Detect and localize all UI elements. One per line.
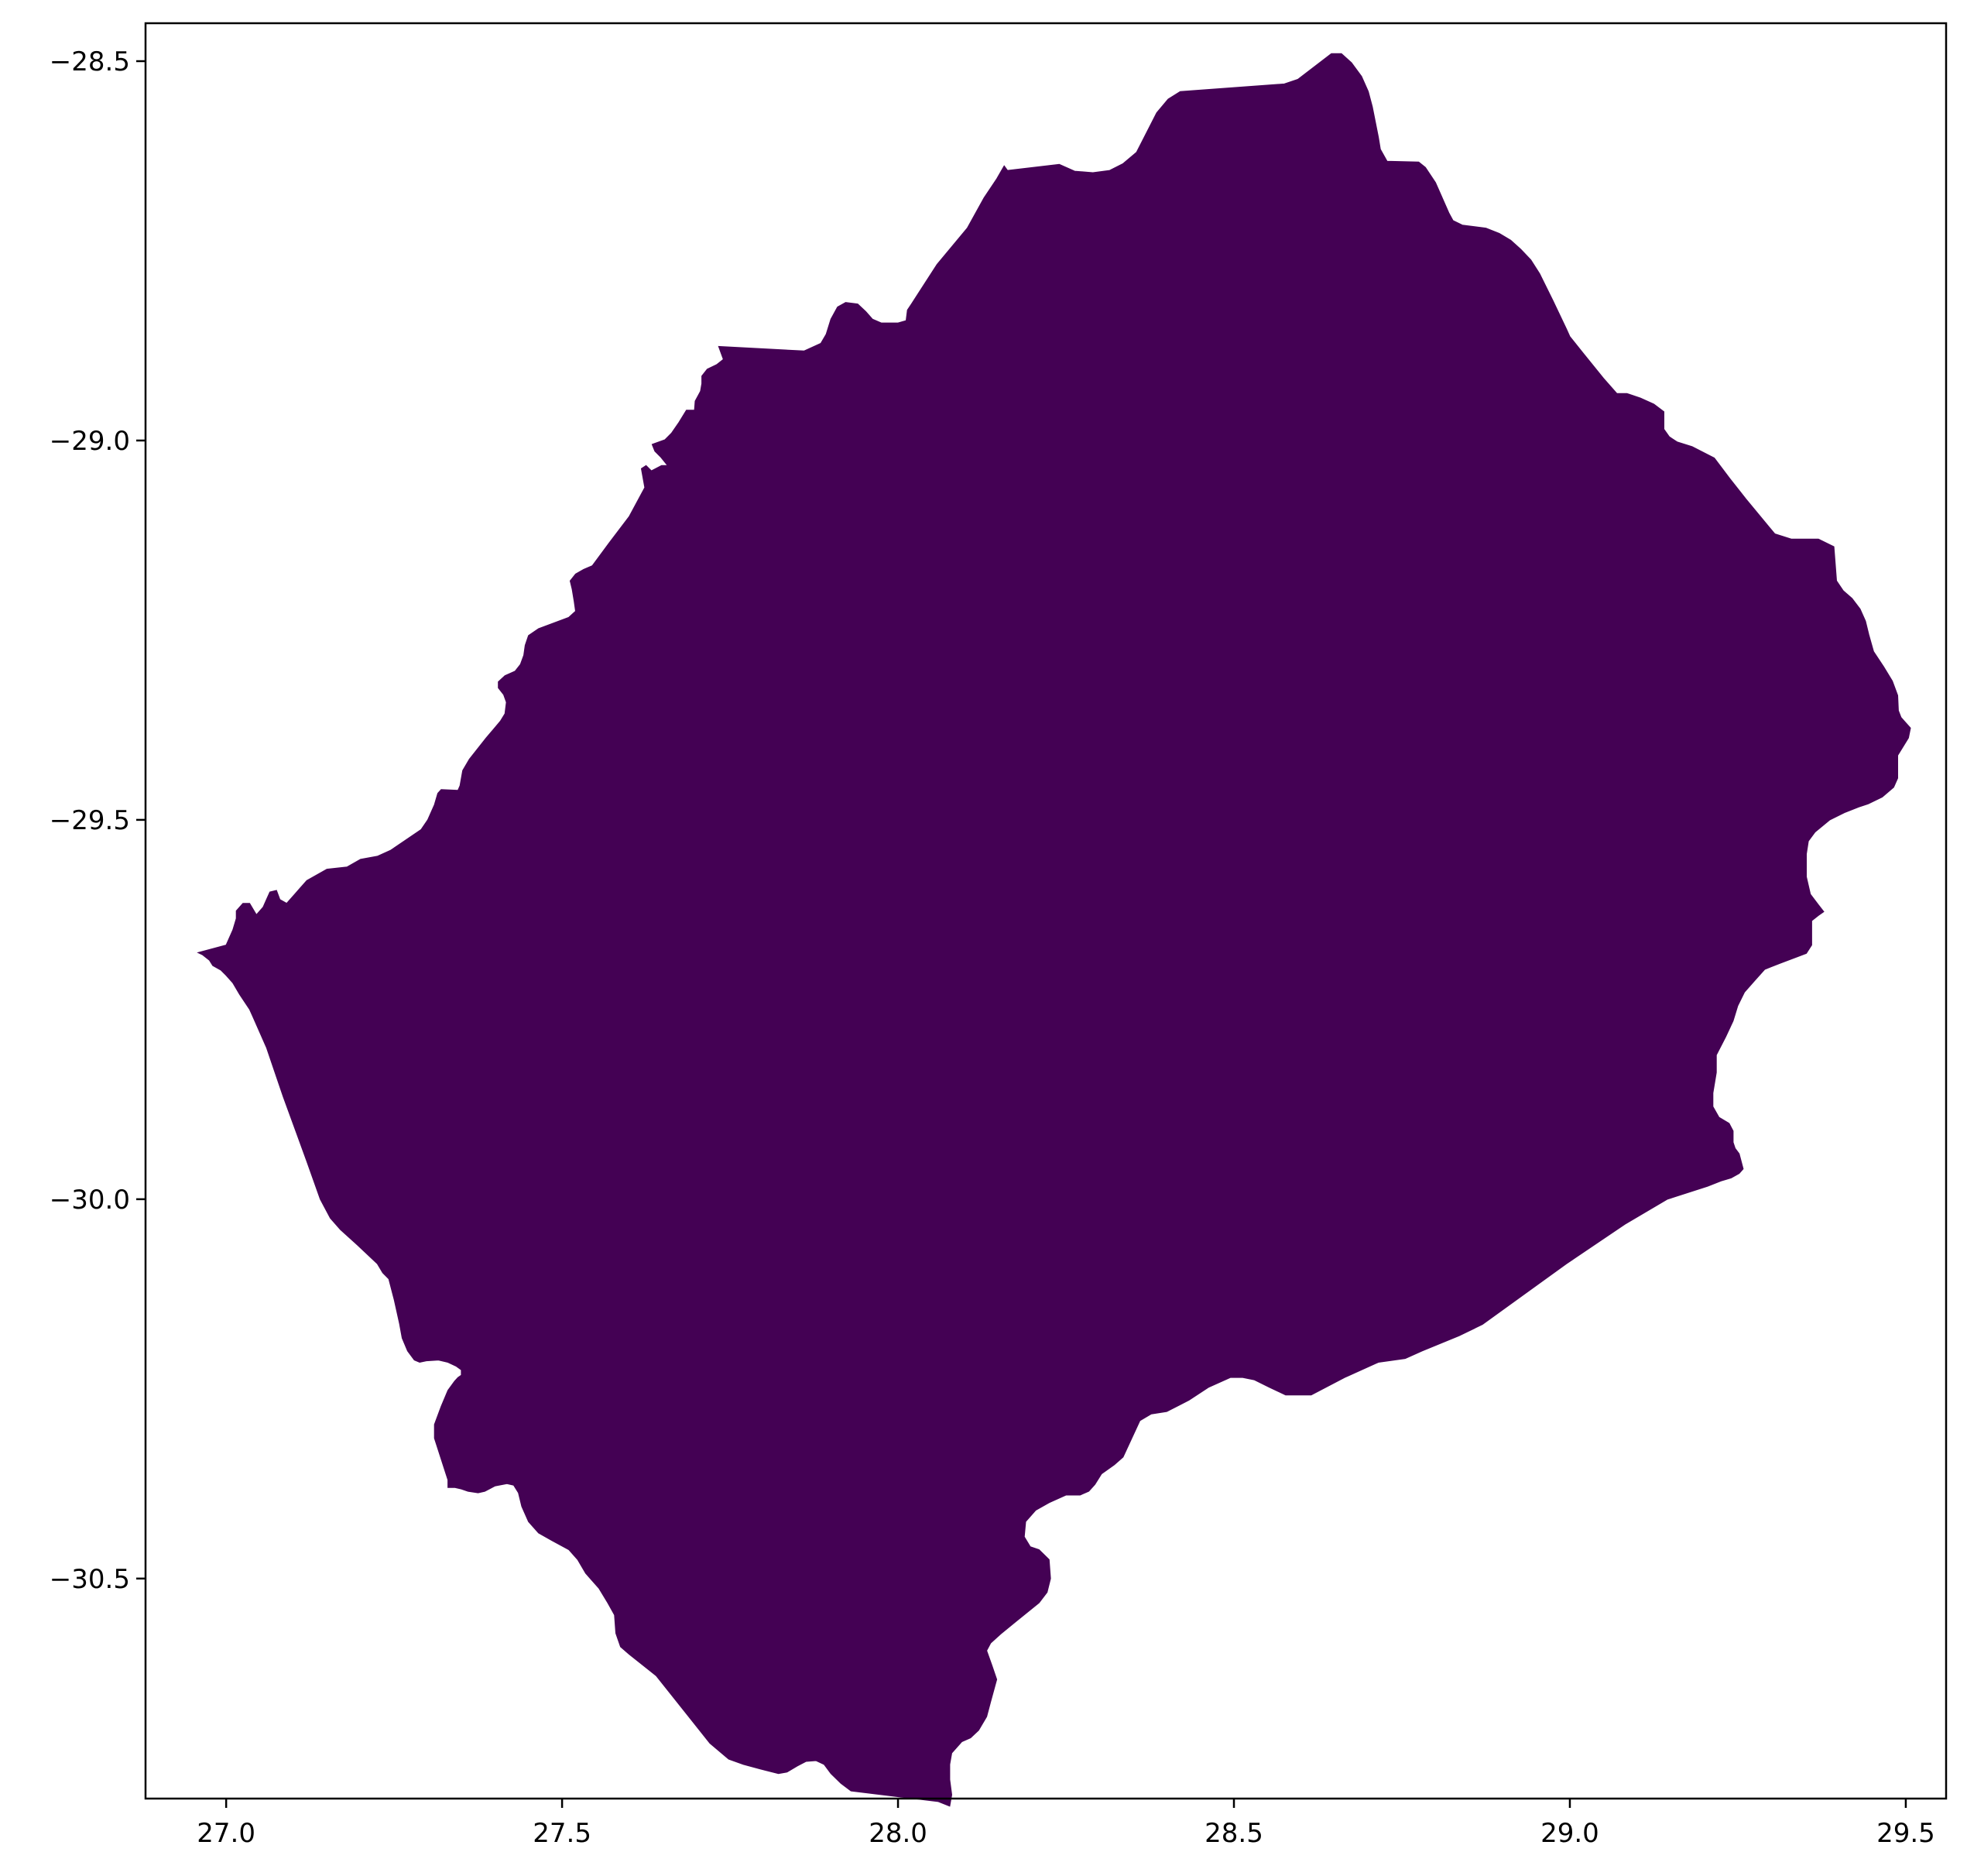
x-tick-label: 29.0	[1540, 1818, 1599, 1849]
axes-frame	[144, 22, 1948, 1800]
y-tick-label: −30.5	[50, 1564, 130, 1595]
region-polygon	[197, 53, 1911, 1807]
x-tick-label: 29.5	[1876, 1818, 1935, 1849]
x-tick-label: 27.5	[533, 1818, 591, 1849]
map-regions	[197, 53, 1911, 1807]
y-tick-label: −29.0	[50, 426, 130, 457]
x-tick-label: 28.0	[869, 1818, 927, 1849]
x-axis: 27.0 27.5 28.0 28.5 29.0 29.5	[197, 1799, 1935, 1849]
y-tick-label: −30.0	[50, 1185, 130, 1216]
y-tick-label: −29.5	[50, 805, 130, 836]
y-tick-label: −28.5	[50, 46, 130, 77]
x-tick-label: 27.0	[197, 1818, 255, 1849]
y-axis: −28.5 −29.0 −29.5 −30.0 −30.5	[50, 46, 146, 1595]
x-tick-label: 28.5	[1205, 1818, 1263, 1849]
